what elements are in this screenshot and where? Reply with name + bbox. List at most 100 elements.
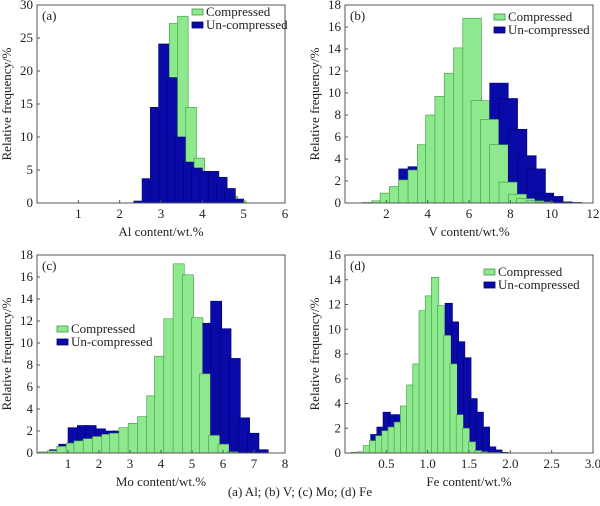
- x-tick-label: 5: [189, 456, 196, 471]
- y-tick-label: 14: [328, 272, 342, 287]
- y-tick-label: 6: [335, 371, 342, 386]
- y-tick-label: 18: [20, 247, 33, 262]
- y-tick-label: 0: [335, 445, 342, 460]
- y-tick-label: 18: [328, 0, 341, 12]
- x-tick-label: 7: [251, 456, 258, 471]
- x-tick-label: 3.0: [585, 456, 600, 471]
- x-tick-label: 8: [282, 456, 289, 471]
- x-tick-label: 4: [199, 206, 206, 221]
- legend-label: Un-compressed: [206, 17, 288, 32]
- legend-label: Compressed: [71, 321, 136, 336]
- figure-caption: (a) Al; (b) V; (c) Mo; (d) Fe: [227, 484, 373, 499]
- legend-swatch-uncompressed: [56, 338, 69, 346]
- y-axis-label: Relative frequency/%: [307, 47, 322, 160]
- y-tick-label: 0: [335, 195, 342, 210]
- y-tick-label: 14: [328, 41, 342, 56]
- panel-tag: (c): [42, 258, 56, 273]
- x-tick-label: 1.5: [461, 456, 477, 471]
- x-axis-label: Al content/wt.%: [118, 224, 203, 239]
- x-tick-label: 1: [75, 206, 82, 221]
- panel-tag: (b): [350, 8, 365, 23]
- x-tick-label: 8: [507, 206, 514, 221]
- legend-label: Compressed: [498, 264, 563, 279]
- panel-d: 0 2 4 6 8 10 12 14 16 0.5 1.0 1.5 2.0 2.5 3.0 Fe conten…: [307, 247, 600, 489]
- y-tick-label: 0: [27, 445, 34, 460]
- y-tick-label: 10: [328, 321, 341, 336]
- y-tick-label: 16: [328, 19, 342, 34]
- y-tick-label: 25: [20, 30, 33, 45]
- y-tick-label: 2: [335, 420, 342, 435]
- x-tick-label: 3: [127, 456, 134, 471]
- panel-a: 0 5 10 15 20 25 30 1 2 3 4 5 6 Al content/wt.% Relativ…: [0, 0, 289, 239]
- x-tick-label: 1.0: [420, 456, 436, 471]
- legend-swatch-compressed: [191, 8, 204, 16]
- y-tick-label: 8: [335, 107, 342, 122]
- x-tick-label: 2: [383, 206, 390, 221]
- x-tick-label: 2: [96, 456, 103, 471]
- x-tick-label: 1: [65, 456, 72, 471]
- legend-label: Compressed: [206, 4, 271, 19]
- y-tick-label: 12: [20, 313, 33, 328]
- legend-swatch-compressed: [483, 268, 496, 276]
- y-tick-label: 10: [20, 129, 33, 144]
- bar-uncompressed: [232, 198, 244, 204]
- y-tick-label: 15: [20, 96, 33, 111]
- y-tick-label: 10: [328, 85, 341, 100]
- x-tick-label: 12: [587, 206, 600, 221]
- panel-b: 0 2 4 6 8 10 12 14 16 18 2 4 6 8 10 12 V content/wt.% Rel…: [307, 0, 600, 239]
- y-tick-label: 12: [328, 63, 341, 78]
- y-tick-label: 4: [335, 396, 342, 411]
- x-tick-label: 4: [424, 206, 431, 221]
- x-tick-label: 3: [158, 206, 165, 221]
- x-tick-label: 2.0: [502, 456, 518, 471]
- panel-tag: (d): [350, 258, 365, 273]
- x-tick-label: 6: [282, 206, 289, 221]
- y-tick-label: 2: [27, 423, 34, 438]
- y-tick-label: 8: [335, 346, 342, 361]
- x-axis-label: Fe content/wt.%: [426, 474, 511, 489]
- y-tick-label: 2: [335, 173, 342, 188]
- legend-label: Un-compressed: [71, 334, 153, 349]
- x-tick-label: 0.5: [378, 456, 394, 471]
- y-tick-label: 5: [27, 162, 34, 177]
- y-tick-label: 4: [335, 151, 342, 166]
- y-tick-label: 30: [20, 0, 33, 12]
- y-tick-label: 8: [27, 357, 34, 372]
- x-tick-label: 2: [116, 206, 123, 221]
- x-tick-label: 6: [466, 206, 473, 221]
- y-axis-label: Relative frequency/%: [0, 47, 14, 160]
- y-tick-label: 16: [328, 247, 342, 262]
- y-tick-label: 4: [27, 401, 34, 416]
- legend-label: Un-compressed: [508, 22, 590, 37]
- legend-label: Compressed: [508, 9, 573, 24]
- legend-swatch-uncompressed: [483, 281, 496, 289]
- y-tick-label: 10: [20, 335, 33, 350]
- x-tick-label: 5: [240, 206, 247, 221]
- x-axis-label: Mo content/wt.%: [116, 474, 206, 489]
- x-tick-label: 4: [158, 456, 165, 471]
- x-tick-label: 6: [220, 456, 227, 471]
- y-axis-label: Relative frequency/%: [0, 297, 14, 410]
- y-tick-label: 12: [328, 297, 341, 312]
- y-tick-label: 20: [20, 63, 33, 78]
- y-tick-label: 6: [335, 129, 342, 144]
- y-tick-label: 16: [20, 269, 34, 284]
- y-tick-label: 0: [27, 195, 34, 210]
- panel-tag: (a): [42, 8, 56, 23]
- legend-swatch-uncompressed: [493, 26, 506, 34]
- legend-label: Un-compressed: [498, 277, 580, 292]
- x-tick-label: 10: [545, 206, 558, 221]
- x-axis-label: V content/wt.%: [428, 224, 510, 239]
- x-tick-label: 2.5: [544, 456, 560, 471]
- legend-swatch-compressed: [493, 13, 506, 21]
- y-axis-label: Relative frequency/%: [307, 297, 322, 410]
- legend-swatch-compressed: [56, 325, 69, 333]
- y-tick-label: 14: [20, 291, 34, 306]
- y-tick-label: 6: [27, 379, 34, 394]
